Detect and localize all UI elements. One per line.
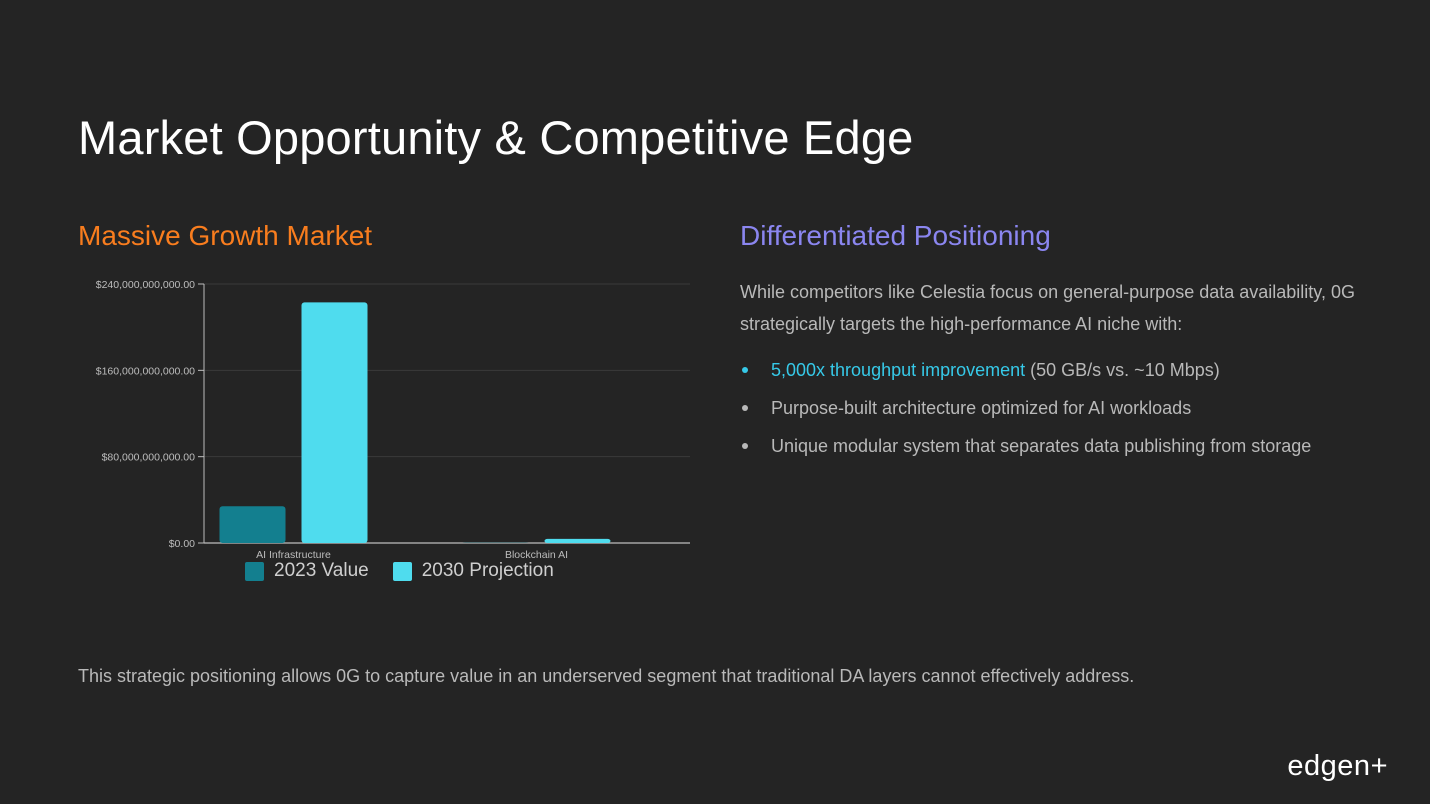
y-tick-label: $240,000,000,000.00 xyxy=(96,279,195,291)
bullet-modular: Unique modular system that separates dat… xyxy=(740,430,1400,468)
positioning-intro: While competitors like Celestia focus on… xyxy=(740,282,1355,334)
legend-label-2023: 2023 Value xyxy=(274,560,369,581)
bullet-dot xyxy=(742,367,748,373)
slide-title: Market Opportunity & Competitive Edge xyxy=(78,111,914,164)
market-chart: $0.00 $80,000,000,000.00 $160,000,000,000.… xyxy=(60,270,700,590)
bullet-architecture: Purpose-built architecture optimized for… xyxy=(740,392,1400,430)
bar-2023 xyxy=(219,506,286,543)
y-tick-label: $80,000,000,000.00 xyxy=(102,452,196,464)
x-tick-label: AI Infrastructure xyxy=(256,549,331,561)
edgen-logo: edgen+ xyxy=(1287,750,1388,782)
positioning-bullets: 5,000x throughput improvement (50 GB/s v… xyxy=(740,354,1400,468)
x-tick-label: Blockchain AI xyxy=(505,549,568,561)
bullet-text: Purpose-built architecture optimized for… xyxy=(771,398,1192,418)
chart-legend: 2023 Value 2030 Projection xyxy=(245,560,578,582)
legend-item-2023[interactable]: 2023 Value xyxy=(245,560,369,582)
legend-swatch-2030 xyxy=(392,561,412,581)
bullet-dot xyxy=(742,405,748,411)
bullet-text: Unique modular system that separates dat… xyxy=(771,436,1312,456)
legend-label-2030: 2030 Projection xyxy=(421,560,554,581)
bullet-text: (50 GB/s vs. ~10 Mbps) xyxy=(1025,360,1220,380)
bullet-throughput: 5,000x throughput improvement (50 GB/s v… xyxy=(740,354,1400,392)
y-tick-label: $0.00 xyxy=(169,538,195,550)
bar-chart-svg: $0.00 $80,000,000,000.00 $160,000,000,000.… xyxy=(96,279,690,561)
bullet-highlight: 5,000x throughput improvement xyxy=(771,360,1026,380)
legend-swatch-2023 xyxy=(245,561,264,581)
y-tick-label: $160,000,000,000.00 xyxy=(96,365,195,377)
positioning-heading: Differentiated Positioning xyxy=(740,220,1051,251)
bar-2030 xyxy=(301,302,368,543)
market-heading: Massive Growth Market xyxy=(78,220,373,251)
bar-2030 xyxy=(544,538,611,543)
bullet-dot xyxy=(742,443,748,449)
footer-note: This strategic positioning allows 0G to … xyxy=(78,666,1135,686)
legend-item-2030[interactable]: 2030 Projection xyxy=(392,560,554,582)
